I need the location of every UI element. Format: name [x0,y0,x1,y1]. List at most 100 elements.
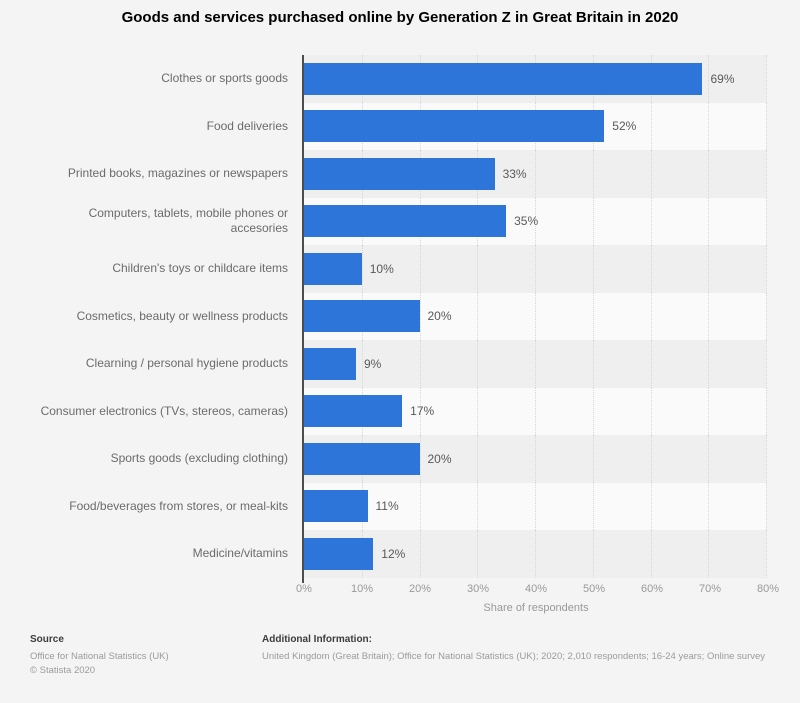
gridline [766,340,767,388]
chart-row: Food/beverages from stores, or meal-kits… [0,482,767,530]
chart-row: Printed books, magazines or newspapers 3… [0,150,767,198]
gridline [650,102,652,150]
source-name: Office for National Statistics (UK) [30,651,169,662]
category-label: Clearning / personal hygiene products [85,356,288,371]
gridline [535,387,536,435]
gridline [766,245,767,293]
gridline [419,435,421,483]
source-heading: Source [30,634,64,645]
category-label: Clothes or sports goods [161,71,288,86]
row-plot-area: 35% [302,197,767,245]
gridline [419,530,421,578]
gridline [419,245,421,293]
value-label: 17% [410,404,435,418]
gridline [592,150,594,198]
value-label: 35% [514,214,539,228]
gridline [650,292,652,340]
row-plot-area: 11% [302,482,767,530]
gridline [650,387,652,435]
gridline [592,435,594,483]
gridline [535,292,536,340]
gridline [477,530,479,578]
x-tick-label: 10% [350,583,374,595]
category-label: Consumer electronics (TVs, stereos, came… [40,403,288,418]
x-tick-label: 40% [524,583,548,595]
gridline [708,245,710,293]
category-label: Printed books, magazines or newspapers [67,166,288,181]
gridline [361,245,363,293]
bar [304,347,356,380]
gridline [650,340,652,388]
row-plot-area: 12% [302,530,767,578]
category-label: Cosmetics, beauty or wellness products [76,308,288,323]
chart-row: Computers, tablets, mobile phones or acc… [0,197,767,245]
bar [304,205,507,237]
row-plot-area: 52% [302,102,767,150]
category-label: Computers, tablets, mobile phones or acc… [88,206,288,236]
gridline [708,435,710,483]
row-plot-area: 20% [302,292,767,340]
gridline [650,530,652,578]
category-label: Food/beverages from stores, or meal-kits [69,498,288,513]
chart-row: Consumer electronics (TVs, stereos, came… [0,387,767,435]
row-plot-area: 10% [302,245,767,293]
gridline [477,340,479,388]
x-tick-label: 0% [296,583,312,595]
value-label: 20% [427,309,452,323]
gridline [419,340,421,388]
gridline [535,150,536,198]
value-label: 12% [381,546,406,561]
bar [304,110,605,142]
x-tick-label: 70% [698,583,722,595]
row-plot-area: 33% [302,150,767,198]
additional-info-block: Additional Information: United Kingdom (… [262,633,797,664]
gridline [419,387,421,435]
additional-info-heading: Additional Information: [262,634,372,645]
bar [304,395,403,427]
gridline [708,102,710,150]
bar-chart-rows: Clothes or sports goods 69% Food deliver… [0,55,767,578]
x-tick-label: 80% [756,583,780,595]
value-label: 69% [710,71,735,86]
bar [304,537,374,570]
gridline [535,245,536,293]
additional-info-text: United Kingdom (Great Britain); Office f… [262,651,766,662]
row-plot-area: 69% [302,55,767,103]
gridline [708,530,710,578]
value-label: 33% [502,166,527,181]
gridline [708,197,710,245]
category-label: Medicine/vitamins [192,546,288,561]
gridline [766,150,767,198]
chart-title: Goods and services purchased online by G… [121,9,679,26]
x-tick-label: 30% [466,583,490,595]
bar [304,442,420,475]
gridline [708,340,710,388]
gridline [650,435,652,483]
value-label: 52% [612,119,637,133]
gridline [650,482,652,530]
gridline [592,530,594,578]
value-label: 20% [427,451,452,466]
gridline [477,387,479,435]
chart-row: Food deliveries 52% [0,102,767,150]
gridline [650,245,652,293]
copyright: © Statista 2020 [30,665,96,676]
gridline [708,55,710,103]
chart-row: Medicine/vitamins 12% [0,530,767,578]
gridline [477,435,479,483]
x-tick-label: 60% [640,583,664,595]
bar [304,62,703,95]
bar [304,490,368,522]
gridline [766,435,767,483]
gridline [477,482,479,530]
gridline [477,245,479,293]
gridline [708,292,710,340]
x-axis-title: Share of respondents [483,602,589,614]
value-label: 10% [369,261,394,276]
gridline [419,292,421,340]
gridline [535,530,536,578]
bar [304,252,362,285]
gridline [766,102,767,150]
x-tick-label: 50% [582,583,606,595]
